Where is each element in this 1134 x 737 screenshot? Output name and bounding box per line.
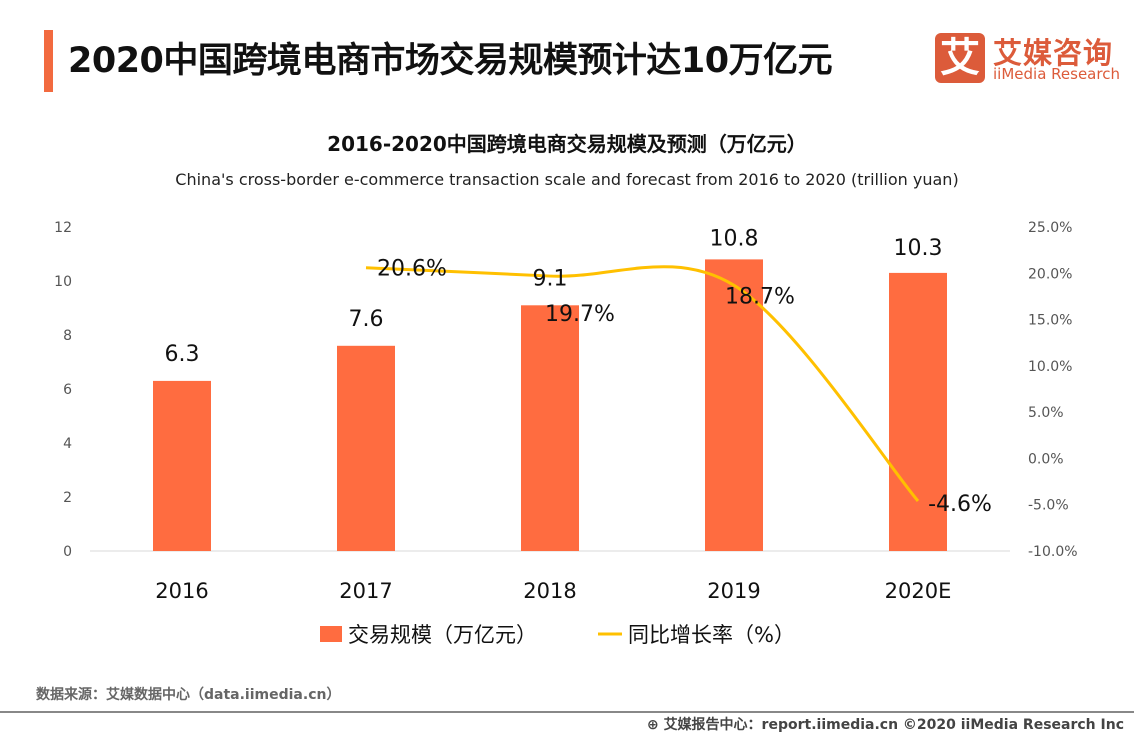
logo-mark: 艾	[935, 33, 985, 83]
right-tick-label: 20.0%	[1028, 266, 1072, 282]
right-tick-label: 5.0%	[1028, 405, 1064, 421]
bar-value-label: 7.6	[349, 307, 384, 332]
chart-subtitle: China's cross-border e-commerce transact…	[175, 170, 959, 189]
x-tick-label: 2019	[707, 579, 760, 603]
line-value-label: 18.7%	[725, 284, 795, 309]
right-tick-label: 15.0%	[1028, 313, 1072, 329]
right-tick-label: 10.0%	[1028, 359, 1072, 375]
page-title: 2020中国跨境电商市场交易规模预计达10万亿元	[68, 41, 833, 81]
legend-line-label: 同比增长率（%）	[628, 623, 795, 647]
bar	[705, 259, 763, 551]
chart-title: 2016-2020中国跨境电商交易规模及预测（万亿元）	[327, 132, 807, 156]
left-tick-label: 0	[63, 544, 72, 560]
right-tick-label: 0.0%	[1028, 451, 1064, 467]
left-tick-label: 4	[63, 436, 72, 452]
x-tick-label: 2017	[339, 579, 392, 603]
line-value-label: -4.6%	[928, 492, 992, 517]
right-tick-label: -10.0%	[1028, 544, 1078, 560]
x-tick-label: 2018	[523, 579, 576, 603]
bar	[153, 380, 211, 551]
growth-line	[365, 265, 920, 502]
left-tick-label: 12	[54, 220, 72, 236]
right-tick-label: -5.0%	[1028, 498, 1069, 514]
logo-en: iiMedia Research	[993, 65, 1120, 83]
bar-value-label: 10.8	[710, 226, 759, 251]
line-value-label: 20.6%	[377, 257, 447, 282]
globe-icon: ⊕	[646, 717, 664, 733]
logo-cn: 艾媒咨询	[993, 36, 1114, 70]
left-tick-label: 6	[63, 382, 72, 398]
x-tick-label: 2020E	[885, 579, 952, 603]
x-tick-label: 2016	[155, 579, 208, 603]
left-tick-label: 8	[63, 328, 72, 344]
line-value-label: 19.7%	[545, 302, 615, 327]
left-tick-label: 2	[63, 490, 72, 506]
bar	[889, 272, 947, 551]
title-accent-bar	[44, 30, 53, 92]
bar-value-label: 9.1	[533, 266, 568, 291]
bar	[337, 345, 395, 551]
legend-bar-swatch	[320, 626, 342, 642]
footer-text: 艾媒报告中心：report.iimedia.cn ©2020 iiMedia R…	[663, 717, 1124, 733]
right-tick-label: 25.0%	[1028, 220, 1072, 236]
footer-credit: ⊕ 艾媒报告中心：report.iimedia.cn ©2020 iiMedia…	[647, 714, 1124, 734]
bar-value-label: 10.3	[894, 236, 943, 261]
left-tick-label: 10	[54, 274, 72, 290]
legend-bar-label: 交易规模（万亿元）	[348, 623, 537, 647]
divider	[0, 711, 1134, 713]
chart: 0 2 4 6 8 10 12 -10.0% -5.0% 0.0% 5.0% 10.0% 15.0% 20…	[54, 220, 1078, 647]
data-source: 数据来源：艾媒数据中心（data.iimedia.cn）	[36, 687, 341, 703]
bar-value-label: 6.3	[165, 342, 200, 367]
bar	[521, 305, 579, 551]
